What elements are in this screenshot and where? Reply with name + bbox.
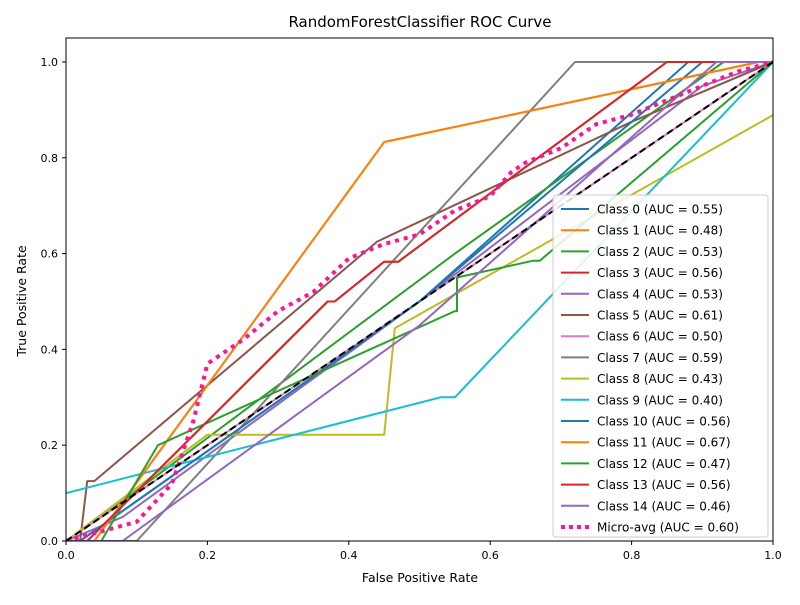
legend-entry-label: Class 6 (AUC = 0.50) [597,330,723,344]
micro-avg-roc-line [66,60,773,541]
axes: 0.0 0.2 0.4 0.6 0.8 1.0 0.0 0.2 0.4 0.6 0.8 1.0 [41,37,782,562]
legend-entry-label: Class 4 (AUC = 0.53) [597,287,723,301]
legend-entry-label: Class 5 (AUC = 0.61) [597,309,723,323]
legend-entry-label: Class 3 (AUC = 0.56) [597,266,723,280]
x-tick-label: 0.4 [340,549,358,562]
y-tick-label: 1.0 [41,56,59,69]
series-line-class-13 [66,61,773,541]
y-tick-label: 0.8 [41,152,59,165]
plot-area [66,60,773,541]
x-tick-label: 0.2 [199,549,217,562]
legend-entry-label: Class 13 (AUC = 0.56) [597,478,731,492]
legend-entry-label: Micro-avg (AUC = 0.60) [597,521,739,535]
legend-entry-label: Class 2 (AUC = 0.53) [597,245,723,259]
legend-entry-label: Class 9 (AUC = 0.40) [597,393,723,407]
y-tick-label: 0.0 [41,535,59,548]
legend-entry-label: Class 8 (AUC = 0.43) [597,372,723,386]
legend-entry-label: Class 1 (AUC = 0.48) [597,224,723,238]
series-line-class-14 [66,61,773,541]
chart-title: RandomForestClassifier ROC Curve [288,13,551,31]
legend: Class 0 (AUC = 0.55) Class 1 (AUC = 0.48)… [552,194,769,538]
legend-entry-label: Class 11 (AUC = 0.67) [597,436,731,450]
x-axis-label: False Positive Rate [362,570,478,585]
y-tick-label: 0.4 [41,343,59,356]
legend-entry-label: Class 0 (AUC = 0.55) [597,203,723,217]
x-tick-label: 0.0 [57,549,75,562]
legend-entry-label: Class 12 (AUC = 0.47) [597,457,731,471]
x-tick-label: 0.6 [481,549,499,562]
plot-frame [65,37,774,542]
legend-box [552,194,769,538]
x-tick-label: 1.0 [764,549,782,562]
x-tick-label: 0.8 [623,549,641,562]
legend-entry-label: Class 10 (AUC = 0.56) [597,415,731,429]
legend-entry-label: Class 7 (AUC = 0.59) [597,351,723,365]
y-tick-label: 0.2 [41,439,59,452]
y-tick-label: 0.6 [41,248,59,261]
y-axis-label: True Positive Rate [14,245,29,358]
legend-entry-label: Class 14 (AUC = 0.46) [597,499,731,513]
